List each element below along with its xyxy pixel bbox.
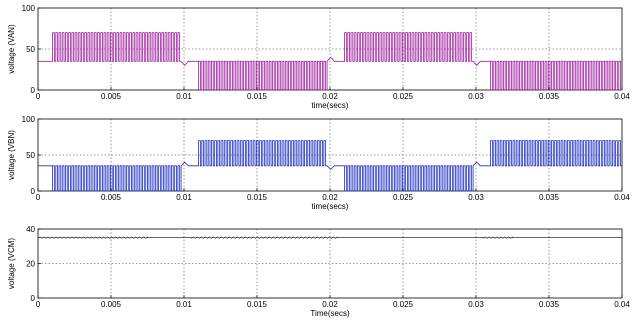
- x-tick-label: 0.005: [101, 300, 122, 309]
- waveform-van: [38, 32, 622, 91]
- y-tick-label: 40: [26, 225, 35, 234]
- waveform-vbn: [38, 140, 622, 192]
- x-tick-label: 0.02: [322, 92, 338, 101]
- y-tick-label: 0: [31, 294, 36, 303]
- x-tick-label: 0.03: [468, 92, 484, 101]
- panel-vbn: 0 0.005 0.01 0.015 0.02 0.025 0.03 0.035 0.04 0 50…: [7, 115, 630, 211]
- x-tick-label: 0.035: [539, 193, 560, 202]
- panel-van: 0 0.005 0.01 0.015 0.02 0.025 0.03 0.035 0.04 0 50…: [7, 4, 630, 110]
- y-tick-label: 50: [26, 45, 35, 54]
- x-tick-label: 0: [36, 193, 41, 202]
- y-axis-label: voltage (VBN): [7, 130, 16, 180]
- y-tick-label: 100: [22, 115, 36, 124]
- x-tick-label: 0.02: [322, 300, 338, 309]
- x-axis-label: time(secs): [312, 101, 349, 110]
- y-axis-label: voltage (VAN): [7, 24, 16, 74]
- waveform-vcm: [37, 236, 622, 239]
- x-tick-label: 0.005: [101, 193, 122, 202]
- x-tick-label: 0.035: [539, 300, 560, 309]
- x-tick-label: 0.03: [468, 193, 484, 202]
- y-tick-label: 20: [26, 260, 35, 269]
- x-tick-label: 0.025: [393, 92, 414, 101]
- x-tick-label: 0.015: [247, 92, 268, 101]
- x-tick-label: 0.02: [322, 193, 338, 202]
- x-tick-label: 0.025: [393, 193, 414, 202]
- x-tick-label: 0.01: [176, 300, 192, 309]
- x-tick-label: 0.015: [247, 193, 268, 202]
- y-tick-label: 0: [31, 187, 36, 196]
- x-axis-label: time(secs): [312, 202, 349, 211]
- y-tick-label: 0: [31, 86, 36, 95]
- panel-vcm: 0 0.005 0.01 0.015 0.02 0.025 0.03 0.035 0.04 0 20…: [7, 225, 630, 318]
- x-tick-label: 0.01: [176, 193, 192, 202]
- x-tick-label: 0.04: [614, 300, 630, 309]
- x-tick-label: 0.03: [468, 300, 484, 309]
- y-axis-label: voltage (VCM): [7, 238, 16, 289]
- x-tick-label: 0.04: [614, 193, 630, 202]
- x-tick-label: 0.04: [614, 92, 630, 101]
- y-tick-label: 50: [26, 151, 35, 160]
- x-tick-label: 0.01: [176, 92, 192, 101]
- x-tick-label: 0.025: [393, 300, 414, 309]
- x-tick-label: 0.005: [101, 92, 122, 101]
- x-tick-label: 0: [36, 300, 41, 309]
- x-tick-label: 0.015: [247, 300, 268, 309]
- x-tick-label: 0: [36, 92, 41, 101]
- y-tick-label: 100: [22, 4, 36, 13]
- x-tick-label: 0.035: [539, 92, 560, 101]
- x-axis-label: Time(secs): [310, 309, 350, 318]
